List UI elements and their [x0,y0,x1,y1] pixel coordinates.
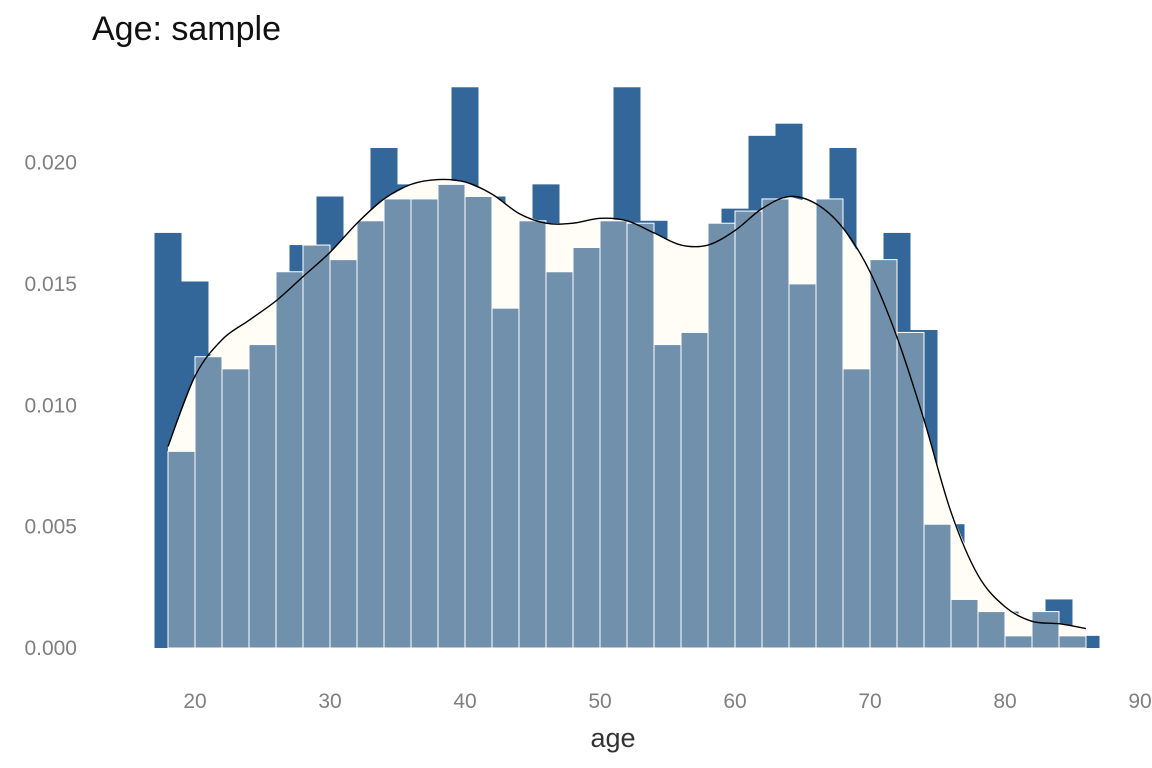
reference-bar [356,220,385,649]
reference-bar [518,220,547,649]
reference-bar [194,356,223,649]
reference-bar [275,271,304,649]
reference-bar [869,259,898,649]
reference-bar [977,611,1006,649]
y-tick-label: 0.005 [24,516,77,539]
reference-bar [248,344,277,649]
x-axis-ticks: 20 30 40 50 60 70 80 90 [183,690,1151,713]
reference-bar [1031,611,1060,649]
density-line [167,178,1087,630]
x-tick-label: 20 [183,690,206,713]
reference-bar [653,344,682,649]
y-tick-label: 0.015 [24,273,77,296]
x-tick-label: 30 [318,690,341,713]
reference-bar [383,198,412,649]
chart-title: Age: sample [92,10,281,48]
reference-bar [599,220,628,649]
reference-bar [302,244,331,649]
reference-bar [896,331,925,649]
reference-bar [545,271,574,649]
x-tick-label: 60 [723,690,746,713]
reference-bar [788,283,817,649]
x-tick-label: 70 [858,690,881,713]
y-tick-label: 0.010 [24,394,77,417]
reference-bar [410,198,439,649]
reference-bars-layer [167,183,1087,649]
reference-bar [1004,635,1033,649]
x-tick-label: 90 [1128,690,1151,713]
reference-bar [329,259,358,649]
reference-bar [734,210,763,649]
reference-bar [815,198,844,649]
x-tick-label: 50 [588,690,611,713]
reference-bar [464,196,493,649]
x-tick-label: 80 [993,690,1016,713]
reference-bar [950,598,979,649]
x-tick-label: 40 [453,690,476,713]
reference-bar [1058,635,1087,649]
reference-bar [221,368,250,649]
reference-bar [680,331,709,649]
reference-bar [707,222,736,649]
reference-bar [491,307,520,649]
x-axis-title: age [590,723,635,753]
reference-bar [626,222,655,649]
y-axis-ticks: 0.000 0.005 0.010 0.015 0.020 [24,152,77,660]
y-tick-label: 0.000 [24,637,77,660]
reference-bar [437,183,466,649]
reference-bar [842,368,871,649]
reference-bar [572,246,601,649]
reference-bar [923,523,952,649]
reference-bar [167,450,196,649]
reference-bar [761,198,790,649]
density-line-layer [167,178,1087,630]
y-tick-label: 0.020 [24,152,77,175]
